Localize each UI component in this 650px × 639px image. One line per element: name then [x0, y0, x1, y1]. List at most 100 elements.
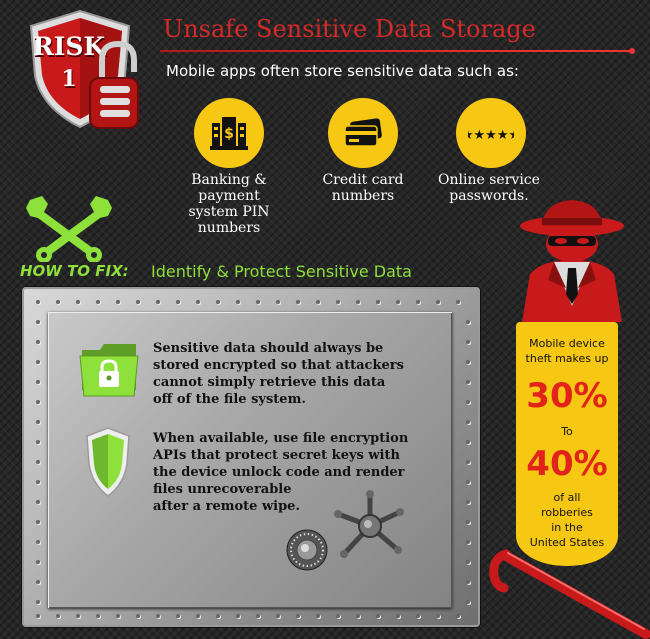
rivet	[176, 300, 180, 304]
rivet	[466, 480, 470, 484]
rivet	[36, 340, 40, 344]
rivet	[396, 300, 400, 304]
bank-icon: $	[194, 98, 264, 168]
rivet	[466, 440, 470, 444]
risk-label: RISK	[32, 32, 106, 61]
risk-number: 1	[61, 66, 77, 92]
rivet	[36, 300, 40, 304]
stat-value-low: 30%	[526, 376, 608, 416]
rivet	[36, 600, 40, 604]
rivet	[56, 614, 60, 618]
rivet	[176, 614, 180, 618]
rivet	[466, 460, 470, 464]
page-title: Unsafe Sensitive Data Storage	[163, 15, 536, 43]
svg-text:★★★★★: ★★★★★	[468, 128, 514, 141]
rivet	[36, 540, 40, 544]
stat-card	[516, 322, 618, 566]
rivet	[356, 300, 360, 304]
rivet	[36, 580, 40, 584]
crossed-wrenches-icon	[26, 196, 112, 262]
rivet	[456, 300, 460, 304]
rivet	[276, 614, 280, 618]
rivet	[36, 614, 40, 618]
rivet	[36, 320, 40, 324]
rivet	[316, 614, 320, 618]
rivet	[196, 300, 200, 304]
thief-icon	[520, 200, 624, 322]
intro-text: Mobile apps often store sensitive data s…	[166, 62, 519, 80]
rivet	[436, 614, 440, 618]
rivet	[336, 614, 340, 618]
how-to-fix-label: HOW TO FIX:	[20, 262, 129, 280]
example-label-passwords: Online service passwords.	[438, 172, 540, 204]
rivet	[36, 480, 40, 484]
rivet	[466, 400, 470, 404]
rivet	[36, 500, 40, 504]
combination-lock-icon	[89, 40, 139, 129]
rivet	[96, 300, 100, 304]
rivet	[196, 614, 200, 618]
rivet	[466, 360, 470, 364]
rivet	[466, 580, 470, 584]
rivet	[256, 614, 260, 618]
fix-point-1: Sensitive data should always be stored e…	[153, 341, 404, 407]
rivet	[136, 300, 140, 304]
rivet	[36, 440, 40, 444]
rivet	[466, 380, 470, 384]
shield-check-icon	[86, 427, 130, 497]
rivet	[216, 300, 220, 304]
example-label-credit-card: Credit card numbers	[322, 172, 404, 204]
rivet	[466, 540, 470, 544]
rivet	[216, 614, 220, 618]
rivet	[356, 614, 360, 618]
rivet	[376, 300, 380, 304]
rivet	[276, 300, 280, 304]
stat-outro: of all robberies in the United States	[529, 491, 605, 549]
rivet	[116, 614, 120, 618]
rivet	[316, 300, 320, 304]
fix-title: Identify & Protect Sensitive Data	[151, 262, 412, 281]
credit-card-icon	[328, 98, 398, 168]
rivet	[466, 560, 470, 564]
vault-dial-icon	[286, 529, 328, 571]
rivet	[236, 614, 240, 618]
rivet	[396, 614, 400, 618]
rivet	[76, 300, 80, 304]
rivet	[296, 300, 300, 304]
rivet	[236, 300, 240, 304]
rivet	[436, 300, 440, 304]
rivet	[376, 614, 380, 618]
rivet	[156, 614, 160, 618]
rivet	[466, 320, 470, 324]
rivet	[456, 614, 460, 618]
crowbar-icon	[489, 549, 650, 639]
rivet	[36, 400, 40, 404]
rivet	[76, 614, 80, 618]
rivet	[256, 300, 260, 304]
rivet	[336, 300, 340, 304]
stat-to: To	[561, 425, 573, 438]
rivet	[466, 500, 470, 504]
password-icon: ★★★★★	[456, 98, 526, 168]
fix-point-2: When available, use file encryption APIs…	[153, 431, 409, 514]
rivet	[96, 614, 100, 618]
rivet	[466, 520, 470, 524]
rivet	[116, 300, 120, 304]
rivet	[296, 614, 300, 618]
stat-intro: Mobile device theft makes up	[525, 337, 609, 365]
rivet	[36, 520, 40, 524]
rivet	[156, 300, 160, 304]
rivet	[466, 420, 470, 424]
rivet	[36, 420, 40, 424]
vault-handle-icon	[334, 490, 404, 558]
rivet	[416, 614, 420, 618]
rivet	[56, 300, 60, 304]
folder-lock-icon	[79, 344, 139, 397]
svg-text:$: $	[224, 126, 234, 142]
rivet	[36, 380, 40, 384]
rivet	[466, 600, 470, 604]
rivet	[36, 360, 40, 364]
rivet	[136, 614, 140, 618]
example-label-banking: Banking & payment system PIN numbers	[188, 172, 270, 236]
title-divider	[160, 48, 635, 54]
